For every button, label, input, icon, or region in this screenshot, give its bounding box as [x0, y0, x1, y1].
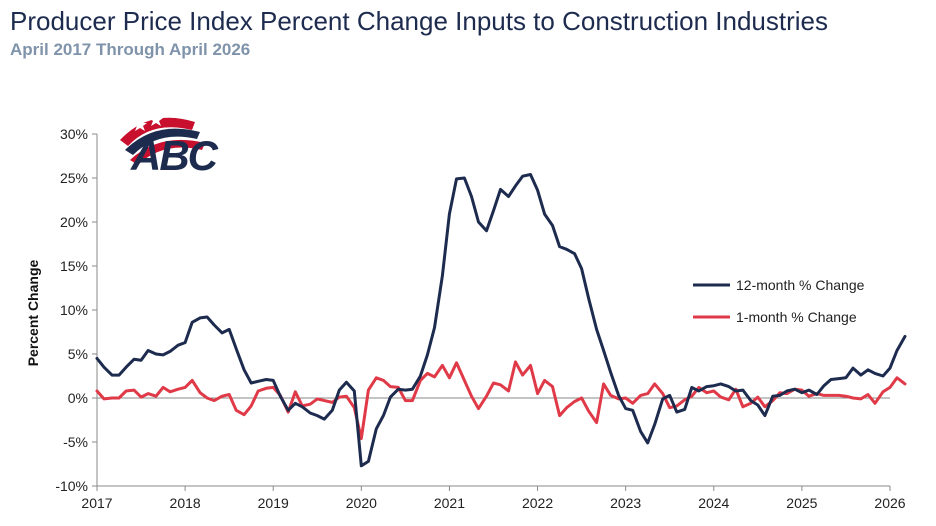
y-tick-label: -5%: [63, 434, 88, 450]
y-tick-label: 0%: [68, 390, 88, 406]
series-line-12-month: [95, 173, 907, 468]
x-tick-label: 2022: [522, 495, 553, 511]
logo-stripe-red-bottom: [130, 139, 205, 165]
x-tick-label: 2023: [610, 495, 641, 511]
x-tick-label: 2020: [346, 495, 377, 511]
y-tick-label: 5%: [68, 346, 88, 362]
x-tick-label: 2018: [170, 495, 201, 511]
legend-label-1-month: 1-month % Change: [736, 309, 857, 325]
y-tick-label: 30%: [60, 126, 88, 142]
y-axis-label: Percent Change: [25, 259, 41, 366]
chart-title: Producer Price Index Percent Change Inpu…: [10, 6, 828, 36]
x-tick-label: 2017: [81, 495, 112, 511]
x-tick-label: 2019: [258, 495, 289, 511]
x-tick-label: 2026: [874, 495, 905, 511]
x-tick-label: 2024: [698, 495, 729, 511]
abc-logo: ABC: [120, 113, 221, 179]
logo-star-icon: [133, 118, 147, 131]
axes: -10% -5% 0% 5% 10% 15% 20% 25% 30% 2017 2018 2019 20…: [55, 126, 905, 511]
y-tick-label: 20%: [60, 214, 88, 230]
legend: 12-month % Change 1-month % Change: [693, 277, 865, 325]
x-tick-label: 2021: [434, 495, 465, 511]
series-lines: [95, 173, 907, 468]
y-tick-label: 25%: [60, 170, 88, 186]
y-tick-label: -10%: [55, 478, 88, 494]
logo-star-icon: [149, 113, 163, 126]
logo-text: ABC: [130, 132, 219, 179]
y-tick-label: 10%: [60, 302, 88, 318]
logo-stripe-red-top: [120, 117, 195, 146]
legend-label-12-month: 12-month % Change: [736, 277, 865, 293]
x-tick-label: 2025: [786, 495, 817, 511]
y-tick-label: 15%: [60, 258, 88, 274]
series-line-1-month: [95, 360, 907, 440]
logo-stripe-navy: [125, 128, 200, 155]
chart-subtitle: April 2017 Through April 2026: [10, 40, 251, 59]
